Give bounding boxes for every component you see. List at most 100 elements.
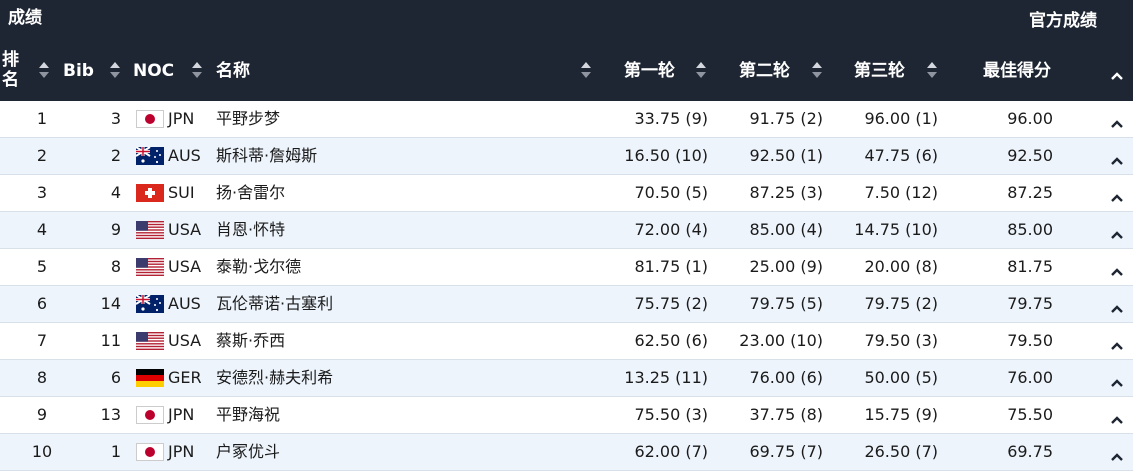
table-row: 1 3 JPN 平野步梦 33.75 (9) 91.75 (2) 96.00 (1) 96.0… [0,101,1133,138]
table-cell: 92.50 (1) [749,146,823,165]
table-cell: 33.75 (9) [634,109,708,128]
table-cell: 75.75 (2) [634,294,708,313]
table-cell: 1 [36,109,48,128]
flag [136,406,164,428]
collapse-icon[interactable] [1110,66,1124,85]
table-cell: JPN [168,442,195,461]
table-cell: 斯科蒂·詹姆斯 [216,146,318,165]
table-cell: 5 [36,257,48,276]
section-title: 成绩 [8,8,42,28]
expand-icon[interactable] [1110,336,1124,355]
expand-icon[interactable] [1110,225,1124,244]
official-results-link[interactable]: 官方成绩 [1029,11,1097,31]
table-cell: 8 [110,257,121,276]
flag [136,295,164,317]
column-header[interactable]: Bib [63,61,94,81]
table-row: 5 8 USA 泰勒·戈尔德 81.75 (1) 25.00 (9) 20.00 (8) 81… [0,249,1133,286]
flag [136,258,164,280]
flag [136,184,164,206]
flag [136,221,164,243]
table-cell: USA [168,331,202,350]
table-cell: 91.75 (2) [749,109,823,128]
sort-icon[interactable] [580,60,592,84]
table-cell: 平野步梦 [216,109,281,128]
table-cell: 87.25 [1007,183,1053,202]
sort-icon[interactable] [191,60,203,84]
flag [136,332,164,354]
table-cell: 25.00 (9) [749,257,823,276]
expand-icon[interactable] [1110,410,1124,429]
expand-icon[interactable] [1110,188,1124,207]
table-cell: 15.75 (9) [864,405,938,424]
table-cell: 26.50 (7) [864,442,938,461]
table-cell: 2 [36,146,48,165]
column-header[interactable]: 排名 [2,50,19,90]
sort-icon[interactable] [38,60,50,84]
table-cell: 2 [110,146,121,165]
table-cell: 13 [100,405,121,424]
table-cell: 75.50 [1007,405,1053,424]
column-header[interactable]: 第二轮 [739,61,790,81]
table-cell: 14 [100,294,121,313]
table-cell: 75.50 (3) [634,405,708,424]
table-cell: 14.75 (10) [854,220,938,239]
table-cell: 6 [110,368,121,387]
table-cell: 7.50 (12) [864,183,938,202]
column-header[interactable]: 第一轮 [624,61,675,81]
expand-icon[interactable] [1110,373,1124,392]
table-cell: 4 [36,220,48,239]
expand-icon[interactable] [1110,151,1124,170]
table-cell: 76.00 (6) [749,368,823,387]
table-cell: 47.75 (6) [864,146,938,165]
table-cell: 87.25 (3) [749,183,823,202]
table-cell: 1 [110,442,121,461]
table-cell: 11 [100,331,121,350]
table-cell: 蔡斯·乔西 [216,331,286,350]
expand-icon[interactable] [1110,447,1124,466]
column-header[interactable]: 第三轮 [854,61,905,81]
table-cell: USA [168,220,202,239]
table-cell: 肖恩·怀特 [216,220,286,239]
table-cell: 76.00 [1007,368,1053,387]
table-cell: GER [168,368,202,387]
table-cell: 瓦伦蒂诺·古塞利 [216,294,334,313]
table-cell: 3 [36,183,48,202]
table-cell: 81.75 (1) [634,257,708,276]
flag [136,110,164,132]
table-cell: 9 [36,405,48,424]
sort-icon[interactable] [811,60,823,84]
table-header: 成绩 官方成绩 排名 Bib NOC 名称 第一轮 第二轮 第三轮 最佳得分 [0,0,1133,101]
table-cell: 泰勒·戈尔德 [216,257,302,276]
table-cell: 70.50 (5) [634,183,708,202]
table-cell: 96.00 (1) [864,109,938,128]
table-cell: 扬·舍雷尔 [216,183,286,202]
table-cell: 79.75 (2) [864,294,938,313]
sort-icon[interactable] [926,60,938,84]
table-cell: 8 [36,368,48,387]
table-cell: 69.75 [1007,442,1053,461]
column-header[interactable]: 最佳得分 [983,61,1051,81]
table-cell: 79.50 (3) [864,331,938,350]
table-row: 2 2 AUS 斯科蒂·詹姆斯 16.50 (10) 92.50 (1) 47.75 (6)… [0,138,1133,175]
table-cell: 7 [36,331,48,350]
table-row: 4 9 USA 肖恩·怀特 72.00 (4) 85.00 (4) 14.75 (10) 85… [0,212,1133,249]
column-header[interactable]: NOC [133,61,175,81]
flag [136,443,164,465]
sort-icon[interactable] [695,60,707,84]
table-cell: 4 [110,183,121,202]
expand-icon[interactable] [1110,262,1124,281]
flag [136,369,164,391]
table-cell: 69.75 (7) [749,442,823,461]
column-header[interactable]: 名称 [216,61,250,81]
table-row: 7 11 USA 蔡斯·乔西 62.50 (6) 23.00 (10) 79.50 (3) 7… [0,323,1133,360]
table-cell: 62.00 (7) [634,442,708,461]
sort-icon[interactable] [109,60,121,84]
table-cell: JPN [168,109,195,128]
expand-icon[interactable] [1110,114,1124,133]
expand-icon[interactable] [1110,299,1124,318]
table-cell: SUI [168,183,195,202]
table-cell: 安德烈·赫夫利希 [216,368,334,387]
table-row: 3 4 SUI 扬·舍雷尔 70.50 (5) 87.25 (3) 7.50 (12) 87.… [0,175,1133,212]
table-cell: 79.75 (5) [749,294,823,313]
